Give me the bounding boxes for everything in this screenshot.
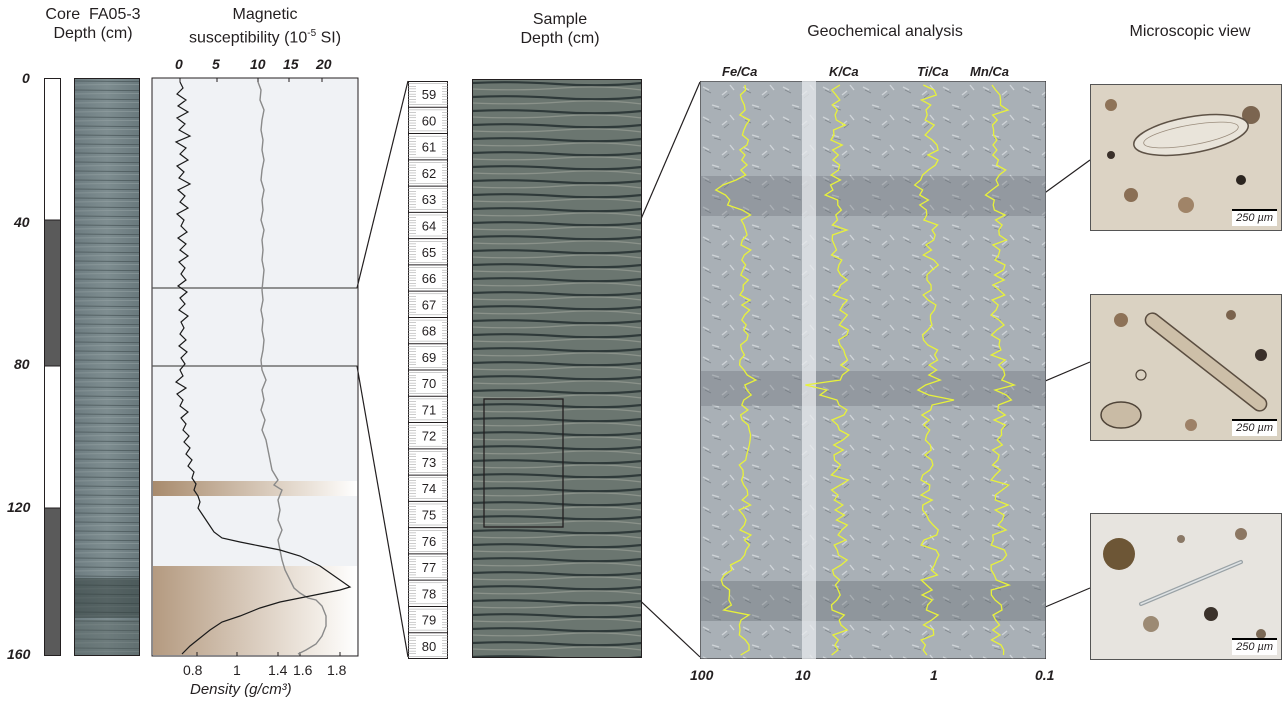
geochem-scale-100: 100 [690,667,714,683]
tan-layer-1 [153,481,357,496]
ruler-depth-label: 63 [422,192,436,207]
depth-tick-160: 160 [7,646,31,662]
ruler-depth-label: 70 [422,376,436,391]
depth-tick-80: 80 [14,356,30,372]
ms-tick-20: 20 [316,56,332,72]
depth-tick-0: 0 [22,70,30,86]
ruler-depth-label: 67 [422,297,436,312]
geochem-panel [700,81,1046,659]
lithology-dark-upper [44,219,61,367]
density-axis-label: Density (g/cm³) [190,681,292,698]
ms-density-panel [151,77,359,657]
ruler-depth-label: 60 [422,113,436,128]
ms-tick-0: 0 [175,56,183,72]
density-tick-1-8: 1.8 [327,662,347,678]
ms-header: Magnetic susceptibility (10-5 SI) [150,5,380,47]
geochem-scale-0-1: 0.1 [1035,667,1055,683]
ruler-depth-label: 79 [422,613,436,628]
geochem-label-mn-ca: Mn/Ca [970,64,1009,79]
micro-image-3: 250 µm [1090,513,1282,660]
ms-panel-frame [151,77,359,657]
sample-depth-label: Depth (cm) [520,30,600,47]
ruler-depth-label: 77 [422,560,436,575]
ruler-depth-label: 73 [422,455,436,470]
ruler-depth-label: 68 [422,324,436,339]
micro-image-2: 250 µm [1090,294,1282,441]
micro-scale-bar-3: 250 µm [1232,638,1277,655]
ms-tick-15: 15 [283,56,299,72]
geochem-label-fe-ca: Fe/Ca [722,64,758,79]
sample-photo [472,79,642,658]
ms-title-exponent: -5 [307,28,317,39]
geochem-label-ti-ca: Ti/Ca [917,64,949,79]
geochem-scale-1: 1 [930,667,938,683]
density-tick-0-8: 0.8 [183,662,203,678]
ms-title-line1: Magnetic [232,6,298,23]
micro-scale-bar-1: 250 µm [1232,209,1277,226]
ruler-depth-label: 59 [422,87,436,102]
ruler-depth-label: 74 [422,481,436,496]
density-tick-1-4: 1.4 [268,662,288,678]
ruler-depth-label: 65 [422,245,436,260]
ruler-depth-label: 72 [422,429,436,444]
lithology-column [44,78,61,656]
micro-scale-bar-2: 250 µm [1232,419,1277,436]
sample-label: Sample [532,11,588,28]
density-tick-1-6: 1.6 [293,662,313,678]
geochem-header: Geochemical analysis [807,23,963,40]
ti-ca-trace [913,84,955,656]
depth-tick-40: 40 [14,214,30,230]
sample-zoom-box [483,398,564,528]
depth-tick-120: 120 [7,499,31,515]
fe-ca-trace [714,84,758,656]
ruler-depth-label: 76 [422,534,436,549]
ruler-depth-label: 69 [422,350,436,365]
ruler-depth-label: 64 [422,219,436,234]
sample-depth-ruler: 59 60 61 62 63 64 65 66 67 68 69 70 71 72 73 74 75 76 77 78… [408,81,448,659]
ms-tick-5: 5 [212,56,220,72]
diatom-micrograph-2 [1091,295,1281,440]
geochem-label-k-ca: K/Ca [829,64,859,79]
ruler-depth-label: 78 [422,586,436,601]
micro-image-1: 250 µm [1090,84,1282,231]
ruler-depth-label: 80 [422,639,436,654]
ruler-depth-label: 71 [422,402,436,417]
ruler-depth-label: 66 [422,271,436,286]
ruler-depth-label: 75 [422,508,436,523]
diatom-micrograph-1 [1091,85,1281,230]
core-header: Core FA05-3 Depth (cm) [28,5,158,43]
ms-title-text: susceptibility (10 [188,29,308,47]
sample-header: Sample Depth (cm) [490,10,630,48]
mn-ca-trace [984,84,1017,656]
ms-title-unit: SI) [316,29,342,47]
ms-tick-10: 10 [250,56,266,72]
ruler-depth-label: 62 [422,166,436,181]
density-tick-1: 1 [233,662,241,678]
core-name-label: Core FA05-3 [45,6,141,23]
micro-header: Microscopic view [1129,23,1251,40]
diatom-micrograph-3 [1091,514,1281,659]
k-ca-trace [805,84,850,656]
ruler-depth-label: 61 [422,140,436,155]
core-photo [74,78,140,656]
ms-title-line2: susceptibility (10-5 SI) [150,24,380,47]
lithology-dark-lower [44,507,61,656]
core-depth-label: Depth (cm) [53,25,133,42]
geochem-scale-10: 10 [795,667,811,683]
